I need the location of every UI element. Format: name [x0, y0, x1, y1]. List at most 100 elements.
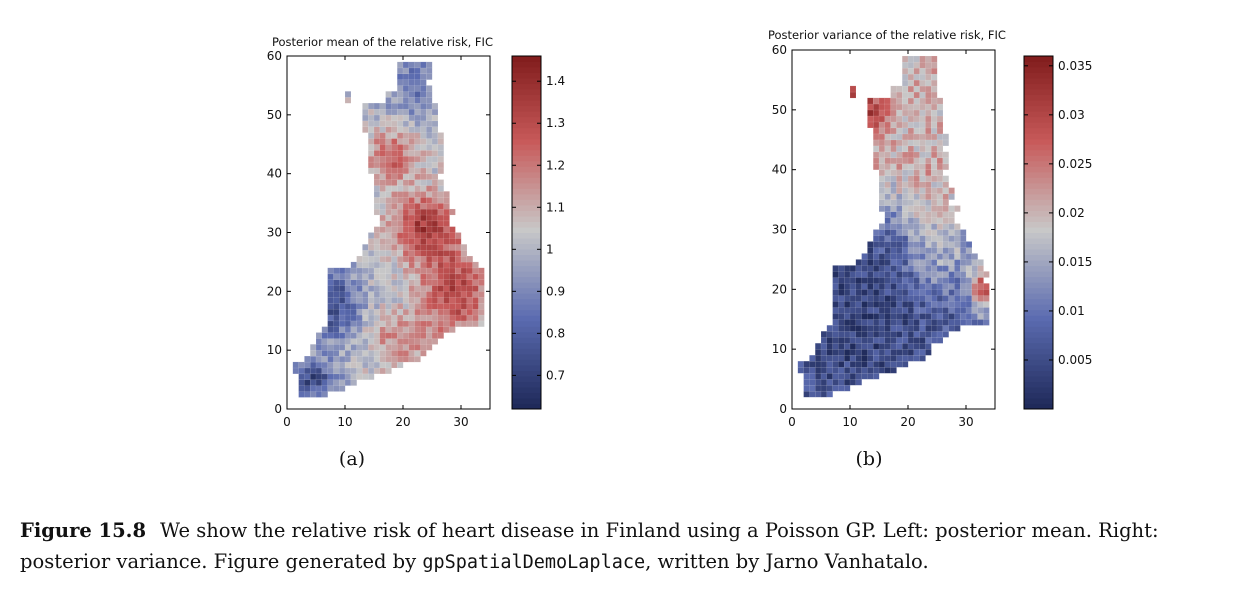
heatmap-cell — [942, 205, 949, 212]
heatmap-cell — [391, 138, 398, 145]
heatmap-cell — [350, 273, 357, 280]
heatmap-cell — [925, 271, 932, 278]
heatmap-cell — [948, 235, 955, 242]
heatmap-cell — [431, 285, 439, 292]
heatmap-cell — [391, 144, 398, 151]
heatmap-cell — [902, 229, 909, 236]
heatmap-cell — [414, 226, 421, 233]
heatmap-cell — [321, 355, 328, 363]
heatmap-cell — [942, 265, 949, 272]
heatmap-cell — [455, 232, 462, 239]
heatmap-cell — [408, 238, 415, 245]
heatmap-cell — [449, 244, 456, 251]
colorbar-step — [1024, 254, 1053, 261]
heatmap-cell — [391, 261, 398, 269]
heatmap-cell — [385, 173, 392, 180]
heatmap-cell — [402, 96, 410, 104]
heatmap-cell — [971, 283, 978, 290]
colorbar-step — [512, 155, 541, 162]
heatmap-cell — [925, 217, 932, 224]
heatmap-cell — [356, 332, 363, 339]
y-tick-label: 50 — [772, 103, 787, 117]
heatmap-cell — [431, 120, 439, 128]
heatmap-cell — [919, 187, 926, 194]
heatmap-cell — [344, 326, 352, 333]
heatmap-cell — [931, 157, 938, 165]
heatmap-cell — [327, 379, 334, 386]
heatmap-cell — [826, 378, 833, 386]
heatmap-cell — [420, 196, 427, 204]
heatmap-cell — [884, 325, 891, 332]
heatmap-cell — [919, 109, 926, 117]
heatmap-cell — [896, 271, 903, 278]
heatmap-cell — [327, 385, 334, 392]
heatmap-cell — [391, 167, 398, 175]
colorbar-step — [1024, 386, 1053, 393]
heatmap-cell — [292, 361, 299, 369]
heatmap-cell — [954, 289, 961, 296]
heatmap-cell — [936, 175, 944, 183]
heatmap-cell — [373, 238, 381, 245]
heatmap-cell — [310, 361, 317, 369]
heatmap-cell — [855, 259, 862, 266]
heatmap-cell — [379, 102, 386, 110]
heatmap-cell — [379, 244, 386, 251]
heatmap-cell — [397, 202, 404, 210]
heatmap-cell — [455, 297, 462, 304]
colorbar-step — [512, 144, 541, 151]
heatmap-cell — [402, 144, 410, 151]
heatmap-cell — [902, 247, 909, 254]
heatmap-cell — [362, 367, 369, 375]
heatmap-cell — [936, 247, 944, 254]
heatmap-cell — [443, 255, 450, 263]
heatmap-cell — [431, 232, 439, 239]
heatmap-cell — [426, 326, 433, 333]
y-tick-label: 60 — [772, 43, 787, 57]
heatmap-cell — [379, 285, 386, 292]
heatmap-cell — [873, 115, 880, 123]
heatmap-cell — [838, 325, 845, 332]
colorbar-tick-label: 0.7 — [546, 368, 565, 382]
heatmap-cell — [373, 208, 381, 216]
heatmap-cell — [368, 261, 375, 269]
heatmap-cell — [913, 151, 920, 159]
colorbar-step — [1024, 171, 1053, 178]
heatmap-cell — [408, 61, 415, 69]
heatmap-cell — [832, 360, 839, 368]
heatmap-cell — [925, 139, 932, 147]
heatmap-cell — [942, 295, 949, 302]
heatmap-cell — [919, 79, 926, 87]
heatmap-cell — [391, 361, 398, 369]
colorbar-step — [1024, 188, 1053, 195]
heatmap-cell — [310, 344, 317, 351]
heatmap-cell — [420, 302, 427, 310]
heatmap-cell — [362, 373, 369, 380]
heatmap-cell — [861, 360, 868, 368]
heatmap-cell — [896, 103, 903, 111]
heatmap-cell — [373, 126, 381, 133]
heatmap-cell — [478, 273, 485, 280]
heatmap-cell — [344, 285, 352, 292]
heatmap-cell — [391, 155, 398, 163]
heatmap-cell — [339, 332, 346, 339]
heatmap-cell — [849, 295, 857, 302]
heatmap-cell — [896, 97, 903, 105]
heatmap-cell — [362, 120, 369, 128]
heatmap-cell — [890, 241, 897, 248]
heatmap-cell — [849, 325, 857, 332]
heatmap-cell — [960, 295, 967, 302]
heatmap-cell — [408, 114, 415, 122]
heatmap-cell — [844, 342, 851, 350]
heatmap-cell — [298, 361, 305, 369]
heatmap-cell — [431, 255, 439, 263]
heatmap-cell — [402, 261, 410, 269]
heatmap-cell — [402, 297, 410, 304]
heatmap-cell — [402, 214, 410, 222]
heatmap-cell — [379, 161, 386, 169]
heatmap-cell — [878, 271, 886, 278]
heatmap-cell — [431, 138, 439, 145]
heatmap-cell — [426, 144, 433, 151]
heatmap-cell — [391, 179, 398, 186]
colorbar-step — [1024, 238, 1053, 245]
heatmap-cell — [472, 261, 479, 269]
